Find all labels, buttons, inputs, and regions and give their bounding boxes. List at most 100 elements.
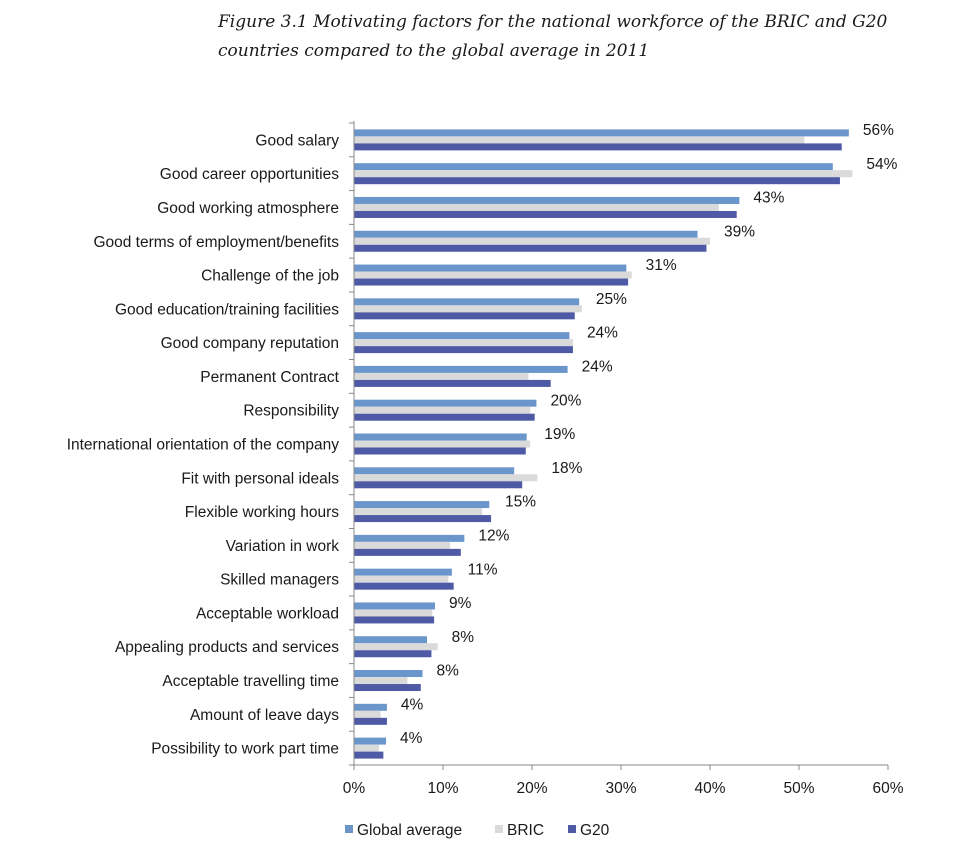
category-label: Skilled managers — [220, 572, 339, 589]
category-label: Challenge of the job — [201, 268, 339, 285]
axes: 0% 10% 20% 30% 40% 50% 60% — [343, 121, 904, 797]
category-label: Acceptable travelling time — [162, 673, 339, 690]
bar-global-average — [354, 399, 537, 407]
category-label: Good salary — [255, 132, 339, 149]
legend-swatch — [495, 825, 503, 833]
bar-bric — [354, 440, 531, 448]
data-label: 18% — [551, 460, 582, 477]
bar-global-average — [354, 298, 580, 306]
bar-bric — [354, 643, 438, 651]
bar-g20 — [354, 447, 526, 455]
bar-bric — [354, 136, 805, 144]
category-label: Good career opportunities — [160, 166, 339, 183]
category-label: Flexible working hours — [185, 504, 339, 521]
bar-global-average — [354, 737, 387, 745]
legend-label: BRIC — [507, 822, 544, 839]
data-label: 39% — [724, 223, 755, 240]
x-tick-label: 60% — [872, 780, 903, 797]
bar-bric — [354, 508, 483, 516]
legend: Global average BRIC G20 — [345, 822, 610, 839]
bars-group — [354, 129, 853, 759]
bar-g20 — [354, 379, 551, 387]
x-tick-label: 0% — [343, 780, 366, 797]
bar-bric — [354, 305, 582, 313]
data-label: 4% — [401, 696, 424, 713]
legend-swatch — [345, 825, 353, 833]
legend-swatch — [568, 825, 576, 833]
category-label: Good terms of employment/benefits — [93, 234, 339, 251]
bar-bric — [354, 237, 710, 245]
bar-g20 — [354, 650, 432, 658]
legend-label: Global average — [357, 822, 462, 839]
data-labels: 56%54%43%39%31%25%24%24%20%19%18%15%12%1… — [400, 122, 898, 747]
x-tick-label: 10% — [427, 780, 458, 797]
data-label: 8% — [437, 663, 460, 680]
bar-g20 — [354, 481, 523, 489]
bar-global-average — [354, 196, 740, 204]
category-label: Possibility to work part time — [151, 741, 339, 758]
x-tick-label: 50% — [783, 780, 814, 797]
chart-title-line-1: Figure 3.1 Motivating factors for the na… — [218, 12, 888, 32]
category-label: Acceptable workload — [196, 605, 339, 622]
data-label: 15% — [505, 494, 536, 511]
data-label: 9% — [449, 595, 472, 612]
data-label: 20% — [550, 392, 581, 409]
bar-g20 — [354, 717, 387, 725]
bar-g20 — [354, 616, 435, 624]
bar-bric — [354, 474, 538, 482]
bar-g20 — [354, 413, 535, 421]
bar-g20 — [354, 210, 737, 218]
bar-global-average — [354, 670, 423, 678]
data-label: 43% — [753, 190, 784, 207]
bar-bric — [354, 710, 381, 718]
bar-global-average — [354, 501, 490, 509]
bar-g20 — [354, 751, 384, 759]
bar-g20 — [354, 684, 421, 692]
bar-g20 — [354, 548, 461, 556]
bar-global-average — [354, 332, 570, 340]
bar-bric — [354, 744, 379, 752]
bar-bric — [354, 203, 719, 211]
bar-g20 — [354, 582, 454, 590]
category-label: International orientation of the company — [67, 437, 340, 454]
bar-g20 — [354, 244, 707, 252]
bar-global-average — [354, 568, 452, 576]
bar-global-average — [354, 636, 427, 644]
data-label: 31% — [646, 257, 677, 274]
category-label: Amount of leave days — [190, 707, 339, 724]
category-label: Appealing products and services — [115, 639, 339, 656]
data-label: 56% — [863, 122, 894, 139]
category-labels: Good salary Good career opportunities Good… — [67, 132, 340, 757]
data-label: 8% — [452, 629, 475, 646]
bar-bric — [354, 170, 853, 178]
data-label: 54% — [866, 156, 897, 173]
category-label: Permanent Contract — [200, 369, 339, 386]
data-label: 24% — [587, 325, 618, 342]
bar-bric — [354, 575, 449, 583]
x-tick-label: 30% — [605, 780, 636, 797]
legend-label: G20 — [580, 822, 610, 839]
bar-bric — [354, 609, 433, 617]
category-label: Variation in work — [226, 538, 340, 555]
bar-global-average — [354, 163, 833, 171]
bar-g20 — [354, 177, 840, 185]
bar-g20 — [354, 143, 842, 151]
data-label: 11% — [468, 561, 498, 578]
bar-bric — [354, 271, 632, 279]
bar-global-average — [354, 129, 849, 137]
category-label: Responsibility — [243, 403, 339, 420]
bar-bric — [354, 677, 408, 685]
category-label: Good education/training facilities — [115, 301, 339, 318]
category-label: Fit with personal ideals — [181, 470, 339, 487]
bar-global-average — [354, 467, 515, 475]
chart-title-line-2: countries compared to the global average… — [218, 41, 650, 61]
bar-global-average — [354, 703, 387, 711]
bar-g20 — [354, 278, 629, 286]
bar-bric — [354, 339, 573, 347]
bar-g20 — [354, 346, 573, 354]
data-label: 24% — [582, 359, 613, 376]
bar-global-average — [354, 534, 465, 542]
bar-global-average — [354, 602, 435, 610]
bar-global-average — [354, 264, 627, 272]
